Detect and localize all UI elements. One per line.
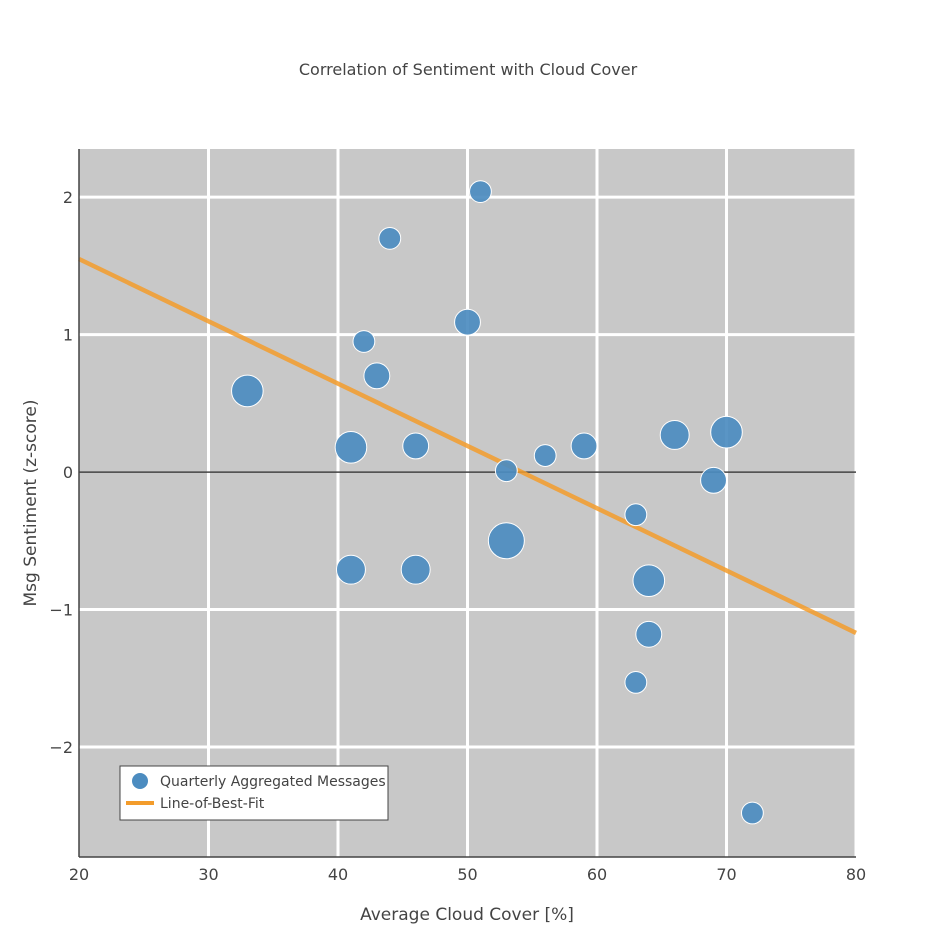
data-point (710, 415, 743, 449)
data-point (659, 419, 690, 450)
axes (78, 149, 856, 858)
best-fit-line (78, 256, 857, 635)
data-point (402, 432, 430, 460)
points-layer (231, 180, 764, 825)
y-tick-label: 0 (63, 463, 73, 482)
data-point (700, 466, 727, 494)
data-point (363, 362, 391, 390)
x-tick-label: 20 (69, 865, 89, 884)
x-tick-label: 50 (457, 865, 477, 884)
legend-box (119, 765, 389, 821)
data-point (352, 330, 376, 353)
y-tick-label: 2 (63, 188, 73, 207)
x-tick-label: 60 (587, 865, 607, 884)
data-point (469, 180, 492, 204)
data-point (494, 459, 518, 483)
y-tick-label: −2 (49, 738, 73, 757)
tick-labels: 20 30 40 50 60 70 80 −2 −1 0 1 2 (49, 188, 866, 884)
data-point (335, 554, 366, 585)
data-point (231, 374, 264, 408)
fit-line-layer (78, 256, 857, 635)
data-point (378, 226, 402, 250)
legend-entry-fit-line: Line-of-Best-Fit (160, 796, 265, 812)
data-point (533, 444, 557, 467)
data-point (624, 503, 648, 527)
data-point (741, 801, 764, 825)
x-tick-label: 30 (198, 865, 218, 884)
data-point (624, 671, 648, 694)
data-point (635, 620, 663, 648)
data-point (570, 432, 598, 460)
data-point (454, 308, 481, 336)
legend-entry-points: Quarterly Aggregated Messages (160, 774, 386, 790)
x-tick-label: 70 (716, 865, 736, 884)
y-axis-label: Msg Sentiment (z-score) (21, 400, 41, 607)
y-tick-label: −1 (49, 601, 73, 620)
data-point (334, 431, 368, 464)
legend-marker-icon (132, 773, 148, 789)
x-tick-label: 80 (846, 865, 866, 884)
data-point (632, 564, 666, 597)
data-point (400, 554, 431, 585)
legend: Quarterly Aggregated Messages Line-of-Be… (119, 765, 389, 821)
y-tick-label: 1 (63, 326, 73, 345)
data-point (487, 522, 525, 560)
chart-title: Correlation of Sentiment with Cloud Cove… (299, 60, 638, 79)
x-tick-label: 40 (328, 865, 348, 884)
grid-lines (79, 149, 858, 857)
x-axis-label: Average Cloud Cover [%] (360, 905, 574, 925)
